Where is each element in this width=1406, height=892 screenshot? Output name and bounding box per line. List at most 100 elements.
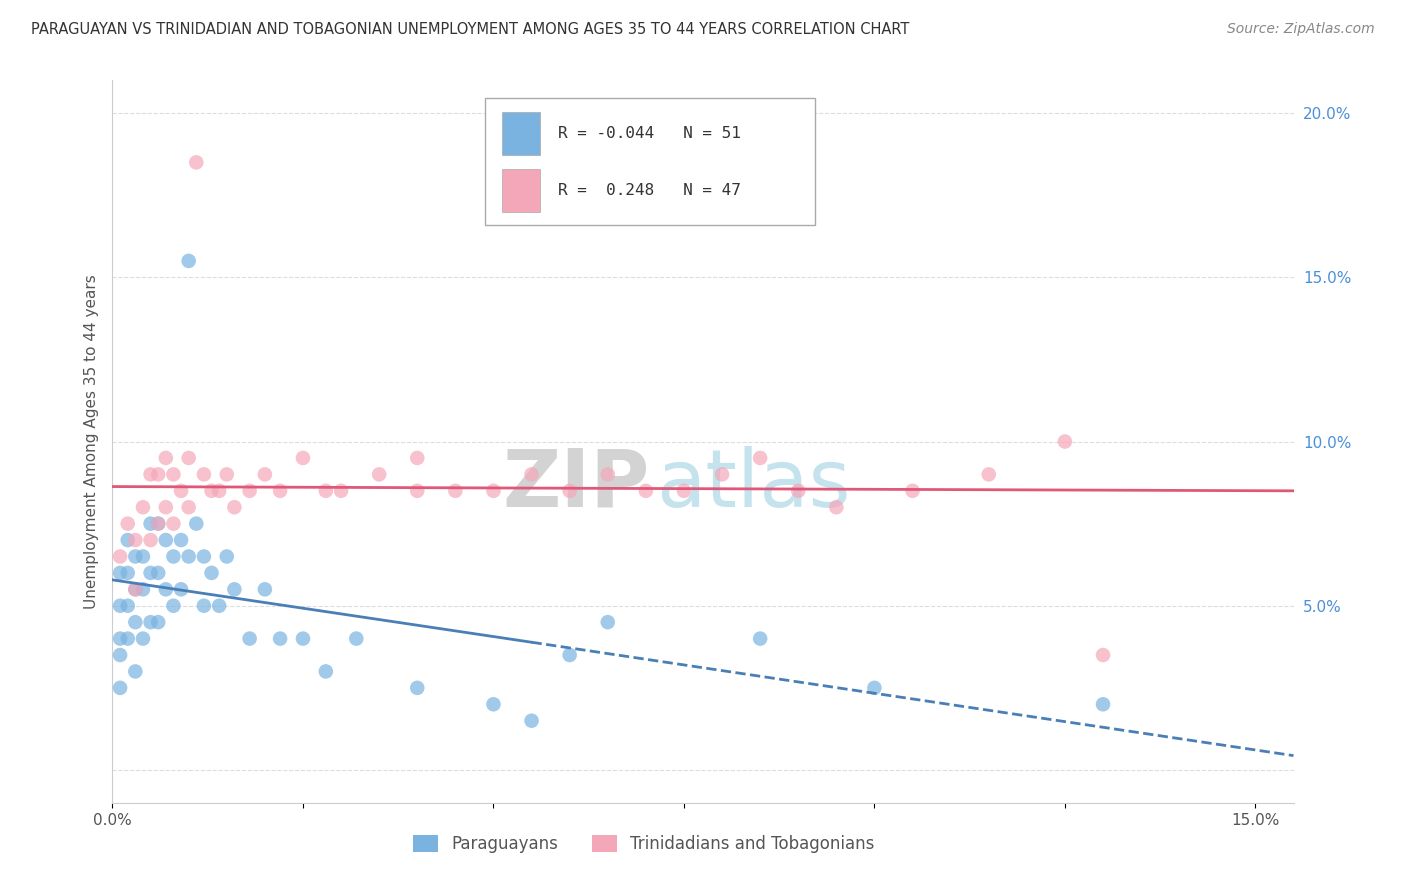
Point	[124, 533, 146, 547]
Point	[749, 632, 772, 646]
Point	[215, 549, 238, 564]
Point	[344, 632, 367, 646]
Point	[177, 253, 200, 268]
Point	[162, 467, 184, 482]
Point	[108, 681, 131, 695]
Point	[132, 582, 155, 597]
Point	[162, 549, 184, 564]
Point	[901, 483, 924, 498]
Point	[124, 665, 146, 679]
Point	[291, 632, 314, 646]
Point	[239, 632, 262, 646]
Point	[148, 467, 170, 482]
Point	[253, 467, 276, 482]
Point	[208, 483, 231, 498]
Point	[148, 566, 170, 580]
Point	[787, 483, 810, 498]
Point	[124, 615, 146, 630]
Point	[558, 483, 581, 498]
Point	[124, 582, 146, 597]
Point	[155, 582, 177, 597]
Point	[108, 632, 131, 646]
Legend: Paraguayans, Trinidadians and Tobagonians: Paraguayans, Trinidadians and Tobagonian…	[406, 828, 882, 860]
Point	[162, 516, 184, 531]
Point	[132, 632, 155, 646]
FancyBboxPatch shape	[502, 169, 540, 212]
Point	[406, 681, 429, 695]
Point	[291, 450, 314, 465]
Point	[215, 467, 238, 482]
Point	[444, 483, 467, 498]
Point	[596, 467, 619, 482]
Point	[117, 632, 139, 646]
Point	[224, 582, 246, 597]
Point	[1092, 648, 1115, 662]
Point	[672, 483, 695, 498]
Point	[482, 483, 505, 498]
Point	[139, 516, 162, 531]
Point	[124, 582, 146, 597]
Point	[108, 599, 131, 613]
Point	[253, 582, 276, 597]
Point	[711, 467, 734, 482]
Point	[148, 615, 170, 630]
Point	[117, 599, 139, 613]
Point	[117, 566, 139, 580]
Point	[108, 549, 131, 564]
Point	[558, 648, 581, 662]
Text: ZIP: ZIP	[502, 446, 650, 524]
Point	[186, 516, 208, 531]
Point	[330, 483, 353, 498]
Point	[482, 698, 505, 712]
Point	[170, 533, 193, 547]
Point	[269, 632, 291, 646]
Point	[1092, 698, 1115, 712]
Point	[148, 516, 170, 531]
Point	[170, 483, 193, 498]
Text: R =  0.248   N = 47: R = 0.248 N = 47	[558, 183, 741, 198]
Point	[177, 450, 200, 465]
Point	[148, 516, 170, 531]
Point	[155, 450, 177, 465]
Point	[749, 450, 772, 465]
Point	[863, 681, 886, 695]
Point	[200, 566, 222, 580]
Y-axis label: Unemployment Among Ages 35 to 44 years: Unemployment Among Ages 35 to 44 years	[83, 274, 98, 609]
Point	[200, 483, 222, 498]
Point	[406, 483, 429, 498]
Text: PARAGUAYAN VS TRINIDADIAN AND TOBAGONIAN UNEMPLOYMENT AMONG AGES 35 TO 44 YEARS : PARAGUAYAN VS TRINIDADIAN AND TOBAGONIAN…	[31, 22, 910, 37]
Point	[315, 665, 337, 679]
Point	[1053, 434, 1076, 449]
Point	[139, 533, 162, 547]
Point	[406, 450, 429, 465]
Point	[177, 500, 200, 515]
Point	[193, 549, 215, 564]
FancyBboxPatch shape	[485, 98, 815, 225]
Point	[132, 500, 155, 515]
Point	[825, 500, 848, 515]
Point	[224, 500, 246, 515]
Text: atlas: atlas	[655, 446, 851, 524]
Point	[139, 467, 162, 482]
Point	[170, 582, 193, 597]
Point	[239, 483, 262, 498]
Point	[108, 648, 131, 662]
Point	[977, 467, 1000, 482]
Point	[124, 549, 146, 564]
Point	[155, 500, 177, 515]
Point	[315, 483, 337, 498]
Point	[193, 467, 215, 482]
Point	[520, 467, 543, 482]
Point	[117, 516, 139, 531]
Point	[162, 599, 184, 613]
FancyBboxPatch shape	[502, 112, 540, 155]
Point	[132, 549, 155, 564]
Point	[108, 566, 131, 580]
Point	[139, 566, 162, 580]
Point	[208, 599, 231, 613]
Point	[269, 483, 291, 498]
Point	[139, 615, 162, 630]
Point	[155, 533, 177, 547]
Point	[634, 483, 657, 498]
Point	[117, 533, 139, 547]
